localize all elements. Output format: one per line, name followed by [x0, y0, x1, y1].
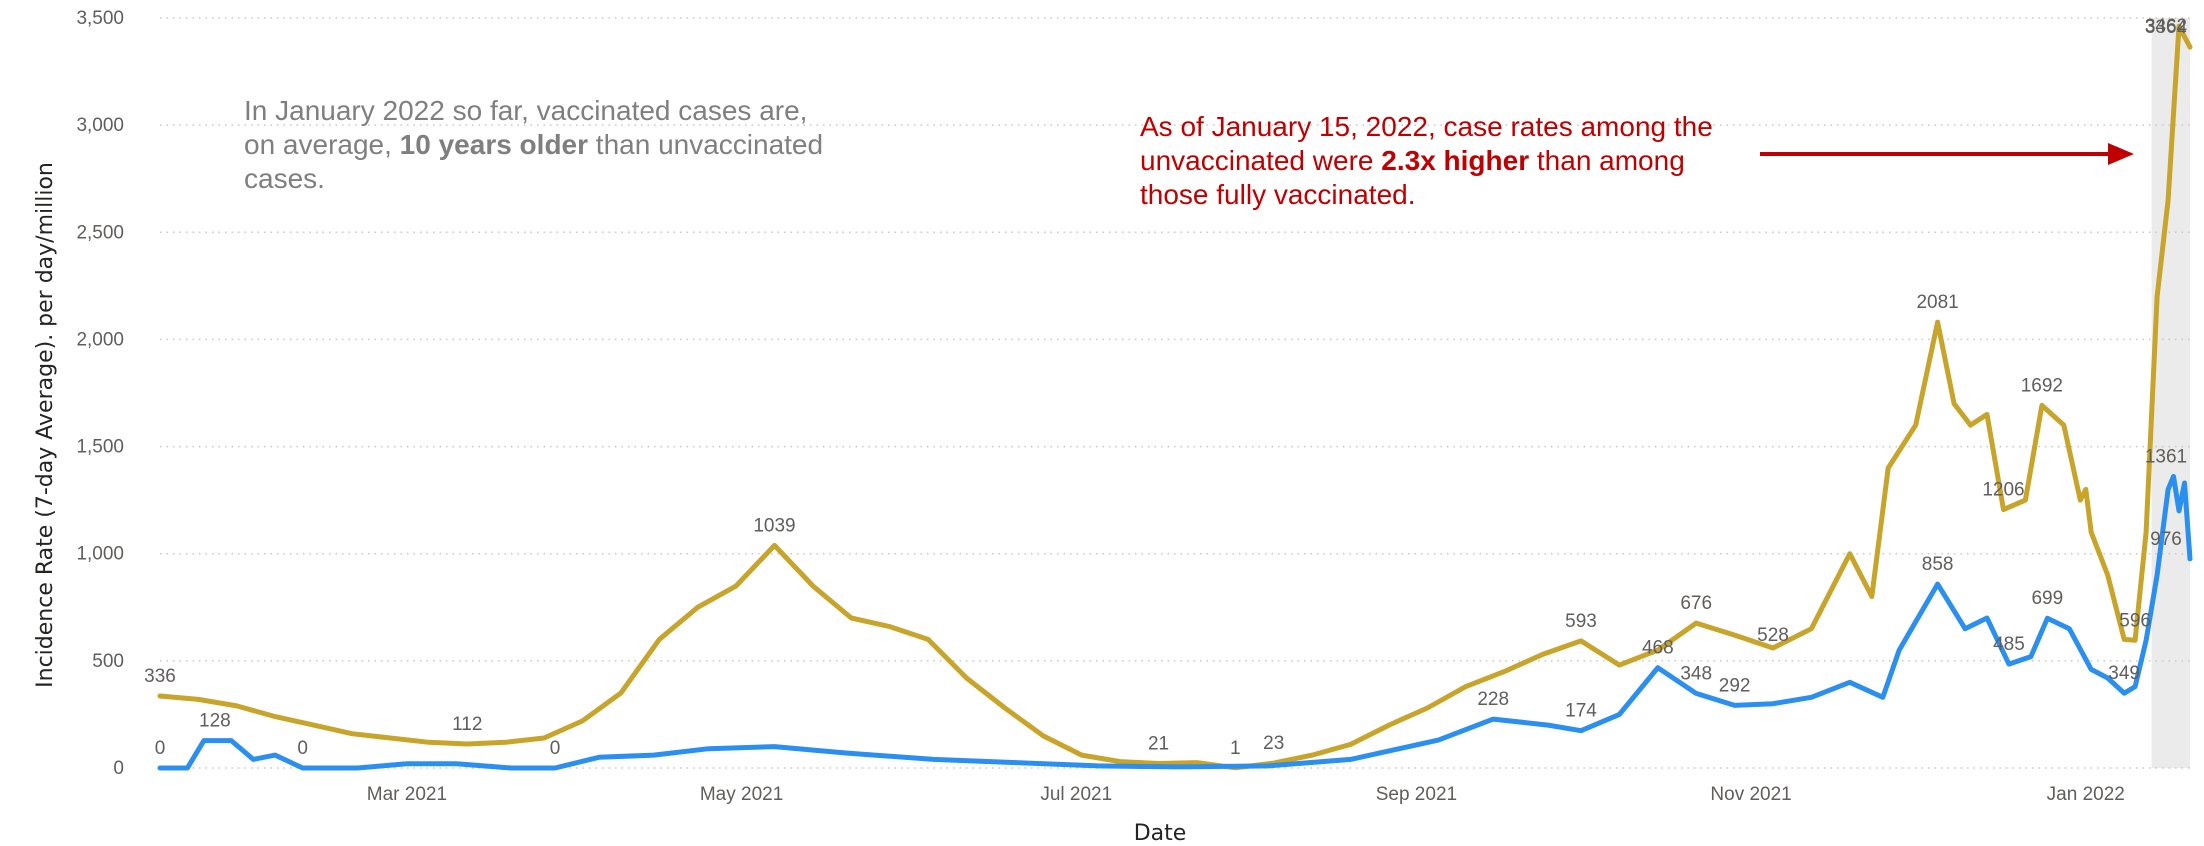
y-tick-label: 1,500 [76, 437, 124, 458]
annotation-vaccinated-age: In January 2022 so far, vaccinated cases… [244, 94, 824, 196]
y-tick-label: 1,000 [76, 544, 124, 565]
data-label: 2081 [1916, 292, 1958, 313]
y-axis-ticks: 0 500 1,000 1,500 2,000 2,500 3,000 3,500 [76, 8, 124, 779]
data-label: 1361 [2145, 446, 2187, 467]
data-label: 3364 [2145, 17, 2188, 38]
y-tick-label: 2,500 [76, 222, 124, 243]
data-label: 0 [550, 738, 561, 759]
data-label: 336 [144, 666, 176, 687]
data-label: 128 [199, 711, 231, 732]
data-label: 3462 [2145, 16, 2187, 37]
data-label: 528 [1757, 625, 1789, 646]
annotation-case-rates: As of January 15, 2022, case rates among… [1140, 110, 1760, 212]
data-label: 292 [1719, 675, 1751, 696]
data-label: 0 [297, 738, 308, 759]
annotation-arrow-head [2108, 143, 2134, 165]
x-axis-ticks: Mar 2021 May 2021 Jul 2021 Sep 2021 Nov 2021… [367, 784, 2125, 805]
series-line-2 [157, 473, 2193, 771]
data-label: 1039 [753, 515, 795, 536]
annotation-left-text: In January 2022 so far, vaccinated cases… [244, 95, 808, 160]
series-lines [157, 23, 2193, 771]
data-label: 349 [2108, 663, 2140, 684]
data-labels: 336 0 128 0 112 0 1039 21 1 23 228 593 174 468 676 348 2… [144, 16, 2187, 759]
y-tick-label: 500 [92, 651, 124, 672]
data-label: 485 [1993, 634, 2025, 655]
data-label: 596 [2119, 610, 2151, 631]
annotation-right-tail: than among those fully vaccinated. [1140, 145, 1685, 210]
data-label: 699 [2031, 588, 2063, 609]
x-tick-label: Mar 2021 [367, 784, 447, 805]
data-label: 21 [1148, 734, 1169, 755]
data-label: 228 [1477, 689, 1509, 710]
data-label: 858 [1922, 554, 1954, 575]
data-label: 1692 [2021, 375, 2063, 396]
data-label: 468 [1642, 638, 1674, 659]
data-label: 593 [1565, 611, 1597, 632]
data-label: 0 [155, 738, 166, 759]
annotation-right-text: As of January 15, 2022, case rates among… [1140, 111, 1713, 176]
annotation-left-tail: than unvaccinated cases. [244, 129, 824, 194]
y-tick-label: 0 [113, 758, 124, 779]
y-tick-label: 2,000 [76, 329, 124, 350]
x-axis-title: Date [1134, 821, 1187, 846]
data-label: 112 [452, 714, 482, 735]
y-tick-label: 3,500 [76, 8, 124, 29]
data-label: 676 [1680, 593, 1712, 614]
data-label: 348 [1680, 663, 1712, 684]
series-line-1 [157, 23, 2193, 771]
annotation-left-bold: 10 years older [399, 129, 589, 160]
x-tick-label: Jul 2021 [1040, 784, 1112, 805]
x-tick-label: Jan 2022 [2047, 784, 2125, 805]
y-axis-title: Incidence Rate (7-day Average). per day/… [33, 162, 58, 688]
x-tick-label: Nov 2021 [1710, 784, 1791, 805]
data-label: 174 [1565, 701, 1597, 722]
data-label: 1206 [1982, 480, 2024, 501]
data-label: 23 [1263, 733, 1284, 754]
x-tick-label: Sep 2021 [1376, 784, 1457, 805]
x-tick-label: May 2021 [700, 784, 783, 805]
annotation-right-bold: 2.3x higher [1381, 145, 1530, 176]
y-tick-label: 3,000 [76, 115, 124, 136]
data-label: 1 [1230, 738, 1241, 759]
data-label: 976 [2150, 529, 2182, 550]
